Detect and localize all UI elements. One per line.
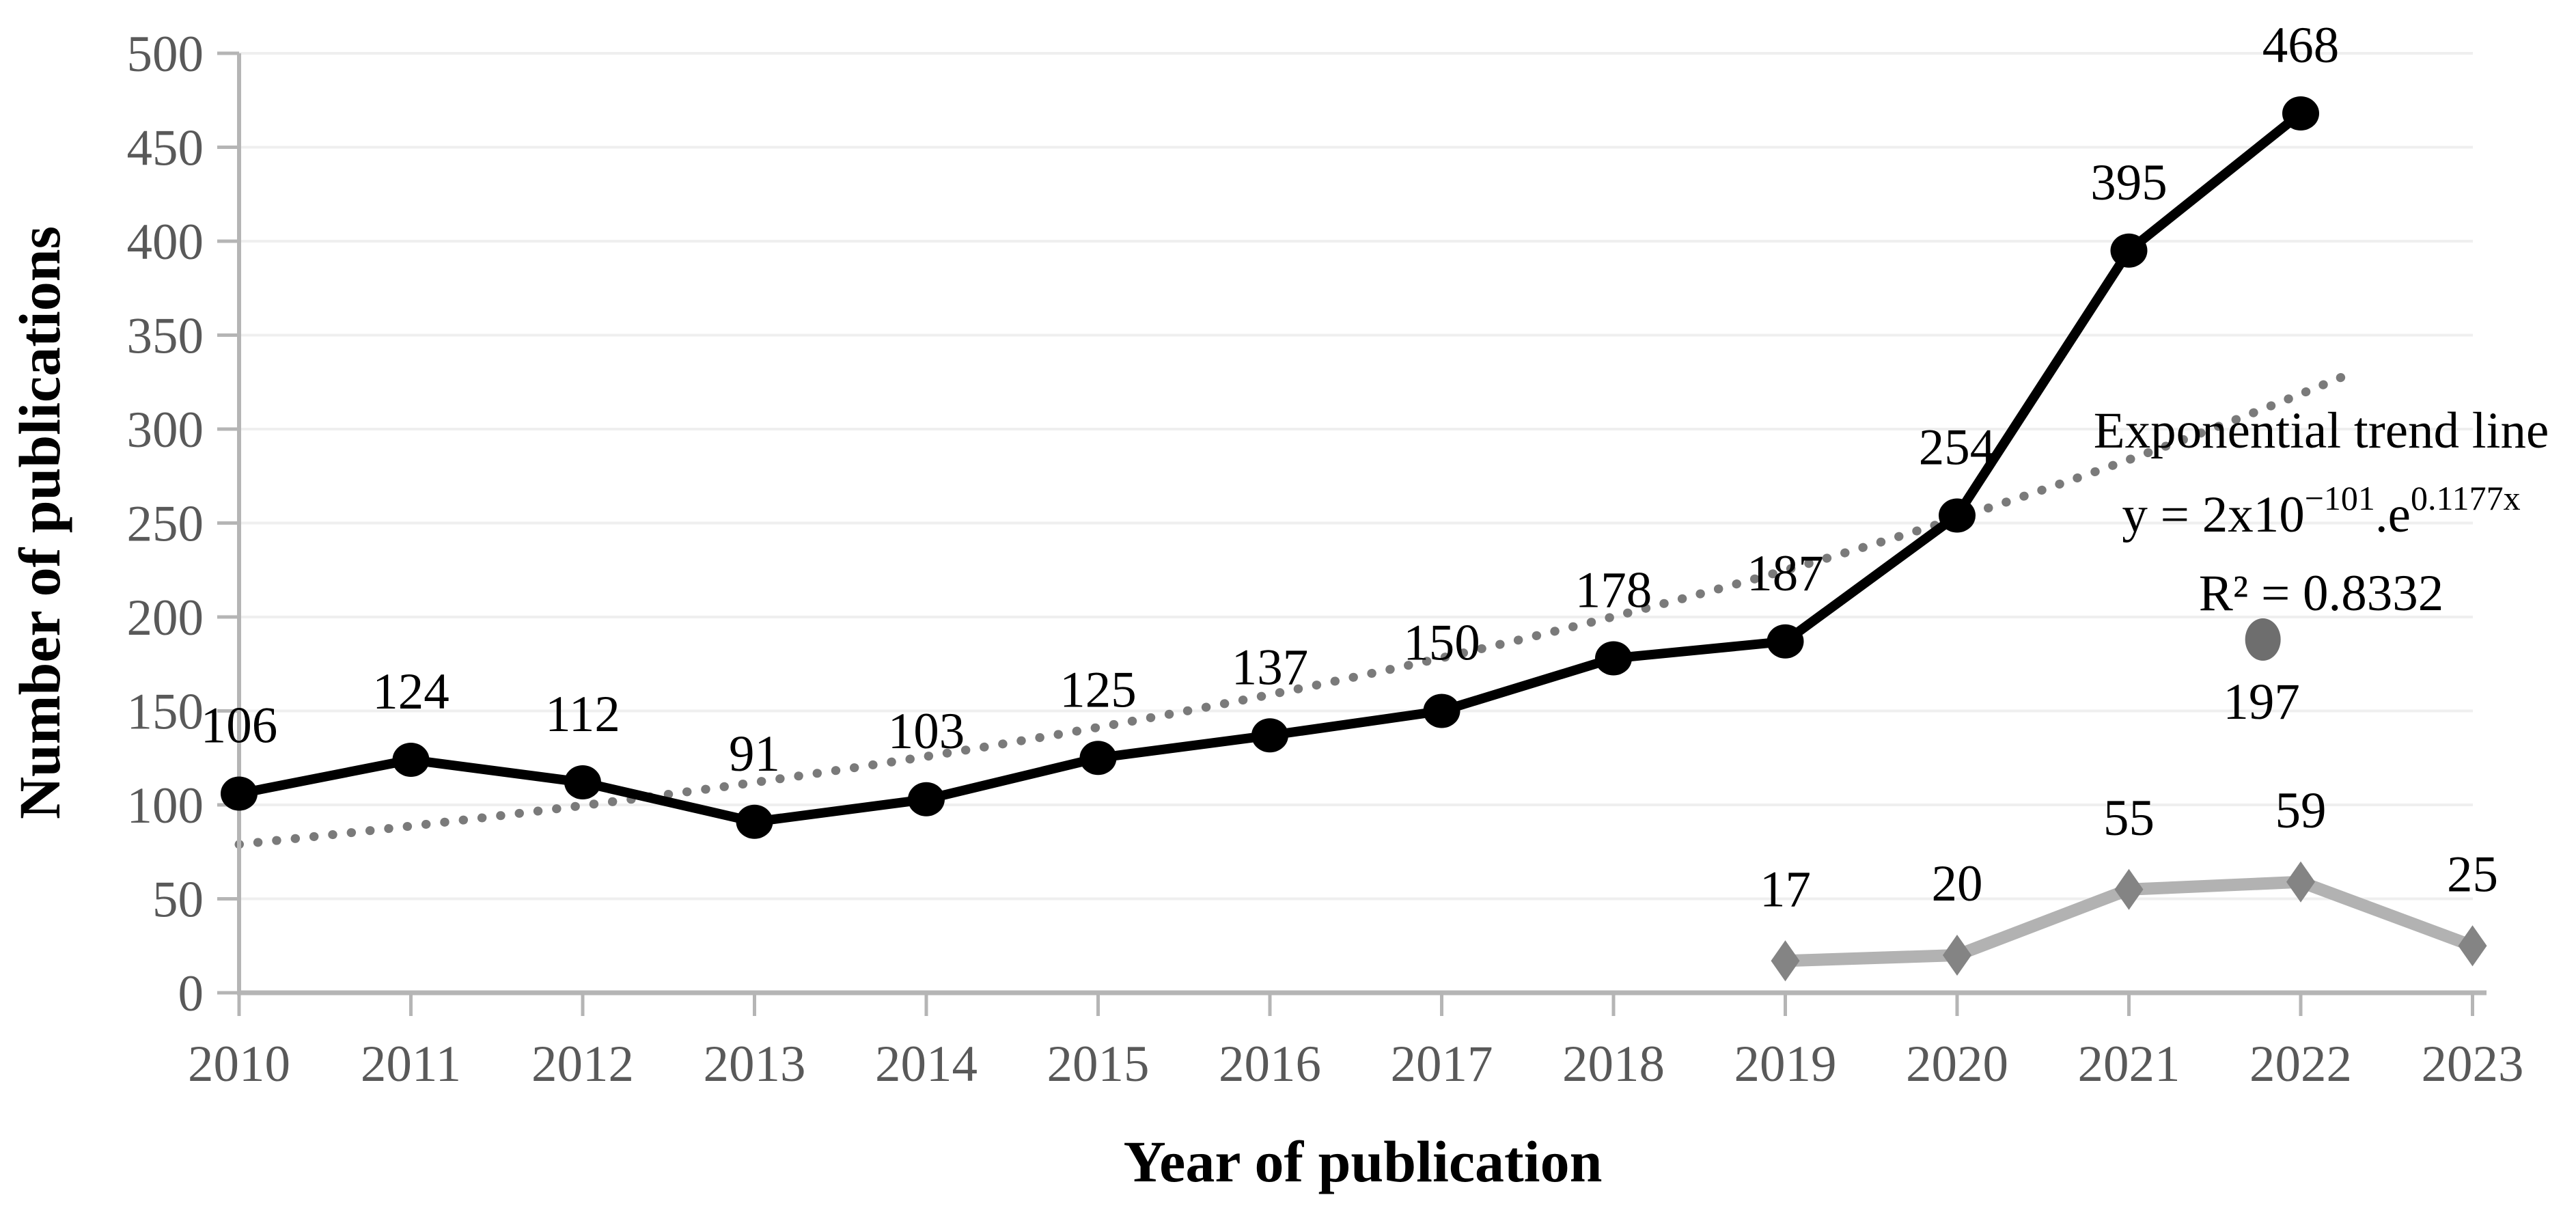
circle-data-point-marker <box>1079 741 1117 775</box>
y-tick-label: 450 <box>127 120 204 177</box>
circle-data-point-marker <box>564 765 601 799</box>
circle-data-point-marker <box>221 776 258 811</box>
y-tick-label: 50 <box>152 872 204 929</box>
data-point-label: 55 <box>2103 790 2155 847</box>
data-point-label: 150 <box>1403 615 1480 672</box>
diamond-data-point-marker <box>2114 868 2144 910</box>
circle-data-point-marker <box>736 804 773 839</box>
series-secondary-publications-series: 17 20 55 59 25 <box>1760 782 2498 982</box>
x-tick-label: 2013 <box>704 1036 806 1093</box>
y-tick-label: 400 <box>127 214 204 271</box>
trend-r-squared: R² = 0.8332 <box>2199 565 2444 622</box>
y-tick-label: 0 <box>178 965 204 1022</box>
y-tick-label: 300 <box>127 402 204 458</box>
x-tick-label: 2010 <box>188 1036 290 1093</box>
exponential-trend-line <box>234 368 2357 849</box>
y-tick-label: 100 <box>127 778 204 834</box>
trend-annotation-title: Exponential trend line <box>2094 402 2549 459</box>
data-point-label: 137 <box>1232 639 1309 696</box>
circle-data-point-marker <box>1939 498 1976 533</box>
data-point-label: 187 <box>1747 545 1824 602</box>
trend-annotation: Exponential trend line y = 2x10−101.e0.11… <box>2094 402 2549 622</box>
x-axis-title: Year of publication <box>1123 1129 1603 1194</box>
diamond-data-point-marker <box>1943 935 1971 976</box>
data-point-label: 468 <box>2262 17 2340 74</box>
x-tick-label: 2015 <box>1047 1036 1150 1093</box>
isolated-data-point <box>2245 618 2281 661</box>
circle-data-point-marker <box>392 743 430 777</box>
series-publications-per-year: 106 124 112 91 103 125 137 150 178 187 254 395 468 <box>201 17 2340 839</box>
x-tick-label: 2018 <box>1562 1036 1665 1093</box>
diamond-data-point-marker <box>2458 925 2487 967</box>
data-point-label: 91 <box>729 726 780 782</box>
x-tick-label: 2022 <box>2249 1036 2352 1093</box>
diamond-data-point-marker <box>1771 940 1800 982</box>
x-tick-label: 2017 <box>1391 1036 1493 1093</box>
data-point-label: 112 <box>545 686 620 743</box>
x-tick-label: 2019 <box>1734 1036 1837 1093</box>
x-tick-label: 2021 <box>2078 1036 2180 1093</box>
data-point-label: 124 <box>372 663 449 720</box>
x-tick-label: 2023 <box>2422 1036 2524 1093</box>
data-point-label: 106 <box>201 698 278 754</box>
x-tick-label: 2011 <box>361 1036 461 1093</box>
tick-labels: 0 50 100 150 200 250 300 350 400 450 500 2010 2011 20… <box>127 26 2524 1093</box>
trend-equation: y = 2x10−101.e0.1177x <box>2122 479 2520 543</box>
x-tick-label: 2020 <box>1906 1036 2008 1093</box>
y-tick-label: 150 <box>127 684 204 741</box>
y-tick-label: 350 <box>127 308 204 365</box>
axes <box>217 51 2487 1016</box>
circle-data-point-marker <box>1251 718 1288 753</box>
isolated-point-label: 197 <box>2223 674 2300 730</box>
y-tick-label: 250 <box>127 496 204 553</box>
data-point-label: 125 <box>1060 661 1137 718</box>
data-point-label: 103 <box>888 703 965 760</box>
circle-data-point-marker <box>2282 96 2319 131</box>
x-tick-label: 2012 <box>531 1036 634 1093</box>
data-point-label: 59 <box>2275 782 2327 839</box>
y-tick-label: 200 <box>127 590 204 646</box>
data-point-label: 25 <box>2447 846 2498 903</box>
data-point-label: 17 <box>1760 861 1811 918</box>
y-axis-title: Number of publications <box>7 225 72 820</box>
circle-data-point-marker <box>2110 233 2148 268</box>
data-point-label: 254 <box>1919 420 1996 476</box>
data-point-label: 395 <box>2090 154 2168 211</box>
x-tick-label: 2014 <box>875 1036 978 1093</box>
diamond-data-point-marker <box>2286 861 2315 903</box>
data-point-label: 178 <box>1575 562 1652 619</box>
x-tick-label: 2016 <box>1219 1036 1321 1093</box>
circle-data-point-marker <box>908 782 945 816</box>
circle-data-point-marker <box>1595 641 1632 676</box>
circle-data-point-marker <box>1767 624 1804 659</box>
circle-data-point-marker <box>1423 694 1460 728</box>
y-tick-label: 500 <box>127 26 204 83</box>
data-point-label: 20 <box>1932 855 1983 912</box>
